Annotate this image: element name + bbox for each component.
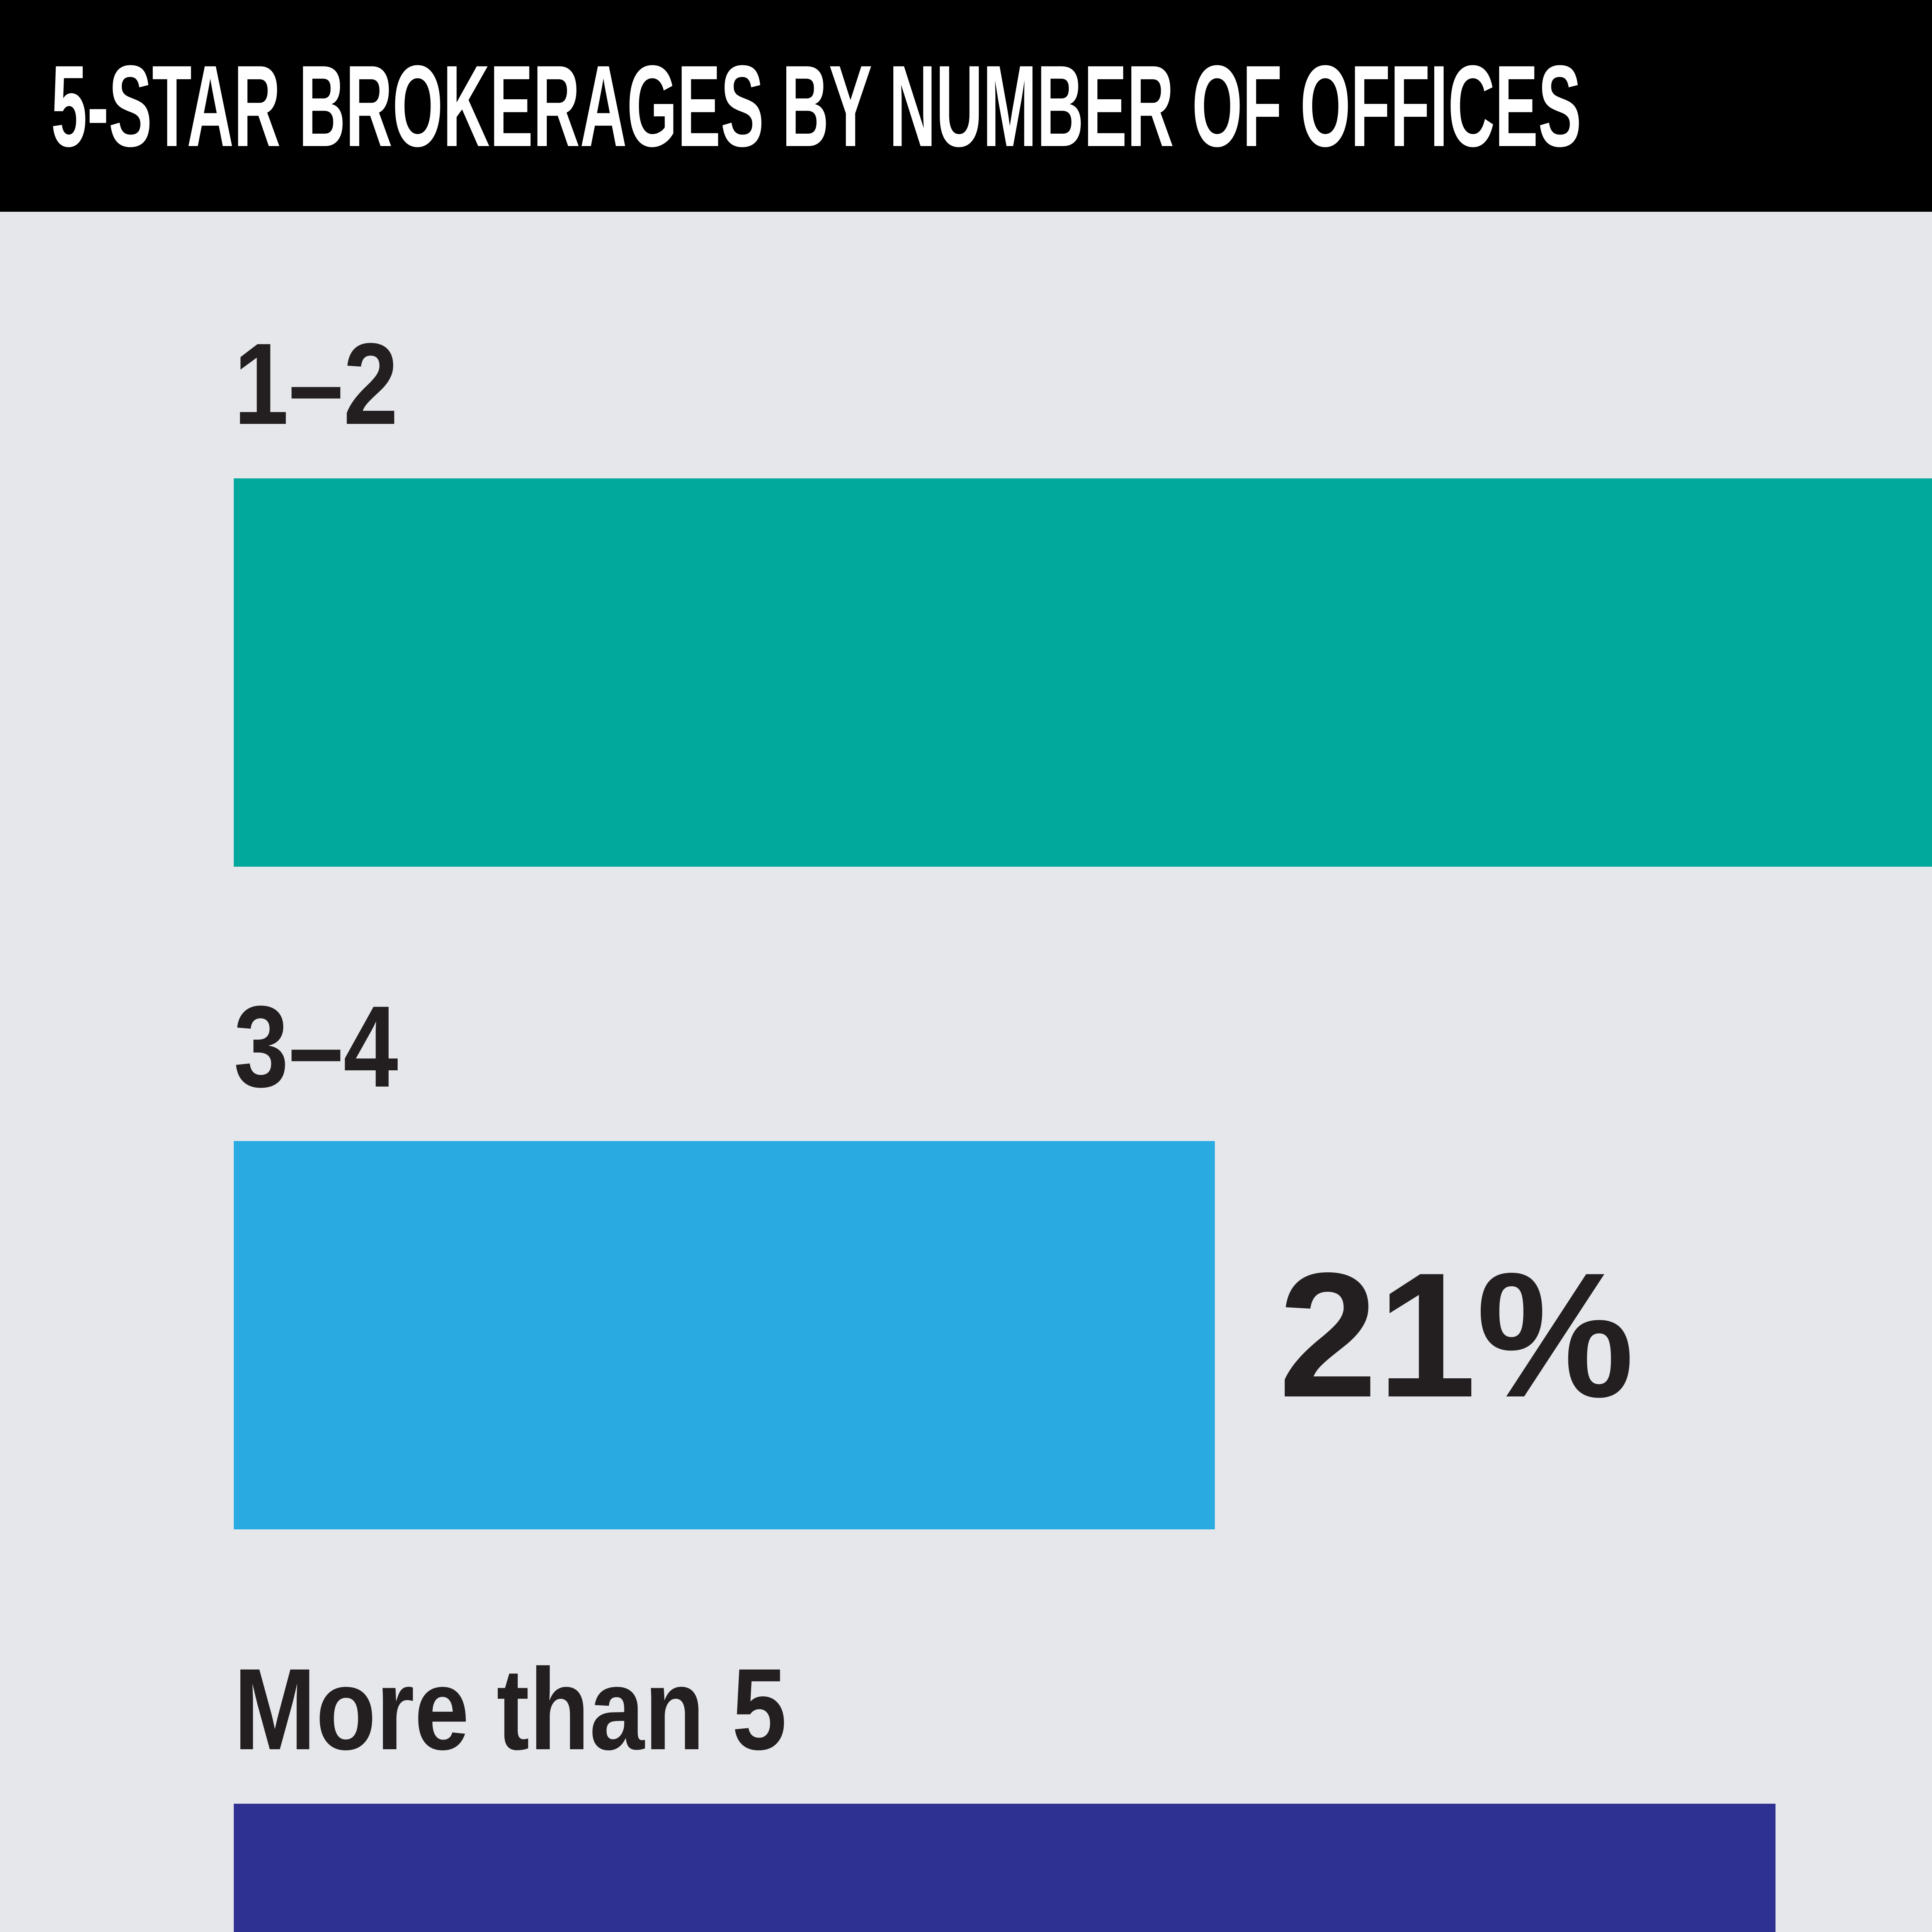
bar [234, 478, 1932, 867]
bar-value-label: 33% [1839, 1909, 1932, 1932]
bar-row: 33% [234, 1804, 1932, 1932]
bar [234, 1141, 1215, 1529]
header-bar: 5-STAR BROKERAGES BY NUMBER OF OFFICES [0, 0, 1932, 212]
bar-group: More than 533% [234, 1651, 1932, 1932]
bar-row: 46% [234, 478, 1932, 867]
bar-row: 21% [234, 1141, 1932, 1529]
bar-category-label: More than 5 [234, 1644, 787, 1774]
bar-value-label: 21% [1278, 1236, 1634, 1434]
bar-chart: 1–246%3–421%More than 533% [0, 212, 1932, 1932]
bar-category-label: 1–2 [234, 319, 398, 449]
bar-group: 3–4 21% [234, 988, 1932, 1529]
bar-group: 1–246% [234, 326, 1932, 867]
bar [234, 1804, 1776, 1932]
bar-category-label: 3–4 [234, 981, 398, 1111]
chart-title: 5-STAR BROKERAGES BY NUMBER OF OFFICES [51, 41, 1582, 171]
